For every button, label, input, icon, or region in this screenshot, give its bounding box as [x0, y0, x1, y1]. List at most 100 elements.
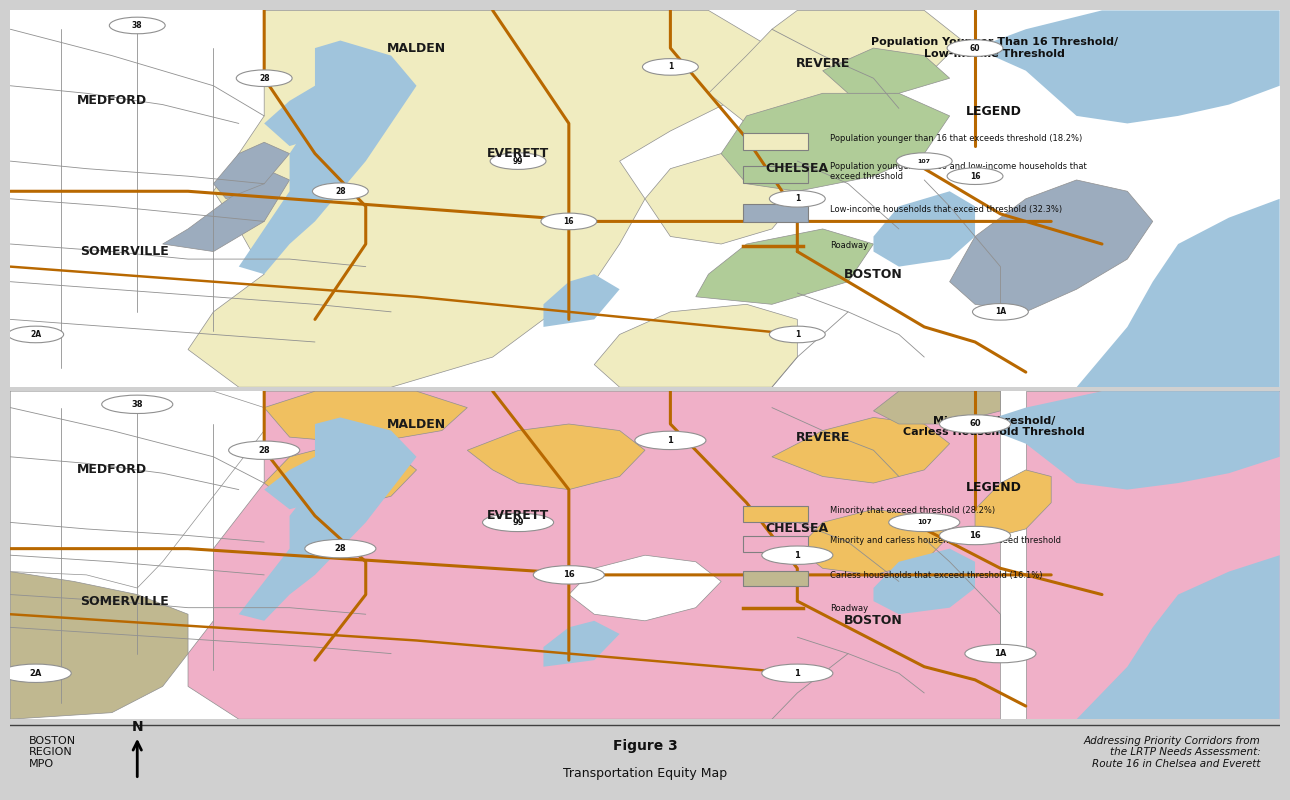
- Polygon shape: [188, 10, 771, 387]
- Text: REVERE: REVERE: [796, 430, 850, 444]
- Text: 16: 16: [564, 217, 574, 226]
- Polygon shape: [543, 621, 619, 666]
- Text: MEDFORD: MEDFORD: [77, 463, 147, 477]
- Text: MALDEN: MALDEN: [387, 42, 446, 54]
- Text: 1: 1: [667, 436, 673, 445]
- Text: 107: 107: [917, 158, 931, 164]
- Text: 16: 16: [969, 531, 980, 540]
- Polygon shape: [708, 10, 962, 123]
- Text: 28: 28: [334, 544, 346, 553]
- Polygon shape: [239, 418, 417, 621]
- Text: CHELSEA: CHELSEA: [766, 162, 829, 175]
- Text: REVERE: REVERE: [796, 57, 850, 70]
- Polygon shape: [873, 549, 975, 614]
- Polygon shape: [264, 86, 341, 146]
- Circle shape: [889, 514, 960, 531]
- Circle shape: [939, 415, 1010, 433]
- Polygon shape: [10, 391, 264, 588]
- Polygon shape: [797, 510, 949, 575]
- Circle shape: [642, 58, 698, 75]
- Circle shape: [8, 326, 63, 342]
- Polygon shape: [695, 229, 873, 304]
- Text: 99: 99: [512, 518, 524, 527]
- Polygon shape: [264, 457, 341, 510]
- Polygon shape: [873, 391, 1001, 424]
- Circle shape: [965, 645, 1036, 662]
- Circle shape: [236, 70, 292, 86]
- Polygon shape: [823, 48, 949, 94]
- Text: 1: 1: [795, 194, 800, 203]
- Circle shape: [973, 303, 1028, 320]
- Text: 107: 107: [917, 519, 931, 526]
- Text: Transportation Equity Map: Transportation Equity Map: [562, 767, 728, 780]
- Circle shape: [762, 664, 833, 682]
- Circle shape: [769, 326, 826, 342]
- Text: 38: 38: [132, 21, 143, 30]
- Circle shape: [769, 190, 826, 207]
- Text: Addressing Priority Corridors from
the LRTP Needs Assessment:
Route 16 in Chelse: Addressing Priority Corridors from the L…: [1084, 736, 1260, 769]
- Circle shape: [304, 539, 375, 558]
- Circle shape: [490, 153, 546, 170]
- Polygon shape: [975, 470, 1051, 535]
- Text: 28: 28: [335, 186, 346, 196]
- Text: 1: 1: [668, 62, 673, 71]
- Text: SOMERVILLE: SOMERVILLE: [80, 594, 169, 608]
- Polygon shape: [1026, 198, 1280, 387]
- Circle shape: [482, 514, 553, 531]
- Circle shape: [762, 546, 833, 564]
- Text: Figure 3: Figure 3: [613, 738, 677, 753]
- Text: 1: 1: [795, 330, 800, 339]
- Polygon shape: [10, 571, 188, 719]
- Text: EVERETT: EVERETT: [486, 147, 550, 160]
- Text: 2A: 2A: [30, 669, 41, 678]
- Circle shape: [939, 526, 1010, 545]
- Text: CHELSEA: CHELSEA: [766, 522, 829, 535]
- Circle shape: [947, 168, 1002, 185]
- Text: 38: 38: [132, 400, 143, 409]
- Polygon shape: [595, 304, 797, 387]
- Text: BOSTON: BOSTON: [844, 614, 903, 627]
- Circle shape: [541, 213, 597, 230]
- Polygon shape: [264, 444, 417, 510]
- Text: 60: 60: [970, 43, 980, 53]
- Polygon shape: [467, 424, 645, 490]
- Polygon shape: [163, 169, 289, 251]
- Text: 16: 16: [970, 172, 980, 181]
- Circle shape: [635, 431, 706, 450]
- Polygon shape: [213, 142, 289, 198]
- Polygon shape: [188, 391, 1001, 719]
- Polygon shape: [264, 391, 467, 444]
- Text: MALDEN: MALDEN: [387, 418, 446, 430]
- Text: N: N: [132, 720, 143, 734]
- Text: 1A: 1A: [995, 307, 1006, 316]
- Text: 16: 16: [562, 570, 575, 579]
- Text: MEDFORD: MEDFORD: [77, 94, 147, 107]
- Circle shape: [897, 153, 952, 170]
- Circle shape: [312, 183, 368, 199]
- Circle shape: [533, 566, 605, 584]
- Polygon shape: [543, 274, 619, 327]
- Circle shape: [102, 395, 173, 414]
- Text: 60: 60: [969, 419, 980, 429]
- Text: EVERETT: EVERETT: [486, 510, 550, 522]
- Polygon shape: [721, 94, 949, 191]
- Text: BOSTON
REGION
MPO: BOSTON REGION MPO: [30, 736, 76, 769]
- Circle shape: [228, 441, 299, 459]
- Polygon shape: [975, 391, 1280, 490]
- Text: 28: 28: [258, 446, 270, 454]
- Text: 1: 1: [795, 669, 800, 678]
- Polygon shape: [771, 418, 949, 483]
- Text: BOSTON: BOSTON: [844, 268, 903, 281]
- Polygon shape: [975, 10, 1280, 123]
- Polygon shape: [1026, 391, 1280, 719]
- Text: 2A: 2A: [30, 330, 41, 339]
- Polygon shape: [1026, 555, 1280, 719]
- Polygon shape: [873, 191, 975, 266]
- Polygon shape: [949, 180, 1153, 312]
- Polygon shape: [239, 41, 417, 274]
- Text: 28: 28: [259, 74, 270, 82]
- Text: 1: 1: [795, 550, 800, 560]
- Polygon shape: [645, 154, 797, 244]
- Circle shape: [0, 664, 71, 682]
- Text: 1A: 1A: [995, 649, 1006, 658]
